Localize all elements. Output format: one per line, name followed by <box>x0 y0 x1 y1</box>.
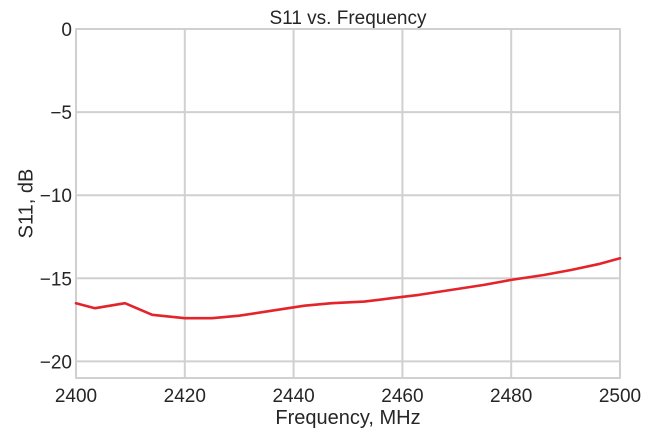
y-tick-label: −5 <box>50 103 72 124</box>
y-gridlines <box>76 28 620 363</box>
x-tick-label: 2420 <box>164 386 206 407</box>
series-layer <box>74 256 622 320</box>
y-tick-label: −10 <box>40 186 72 207</box>
y-axis-label: S11, dB <box>15 169 37 239</box>
y-tick-label: 0 <box>61 20 72 41</box>
x-tick-labels: 2400 2420 2440 2460 2480 2500 <box>55 386 641 407</box>
x-tick-label: 2480 <box>490 386 532 407</box>
series-line-s11 <box>74 256 622 320</box>
y-tick-label: −20 <box>40 352 72 373</box>
chart-title: S11 vs. Frequency <box>269 8 427 29</box>
x-axis-label: Frequency, MHz <box>275 407 420 429</box>
x-tick-label: 2500 <box>599 386 641 407</box>
plot-frame <box>75 28 621 379</box>
x-tick-label: 2400 <box>55 386 97 407</box>
x-tick-label: 2440 <box>272 386 314 407</box>
y-tick-labels: 0 −5 −10 −15 −20 <box>40 20 72 373</box>
y-tick-label: −15 <box>40 269 72 290</box>
x-gridlines <box>75 29 621 378</box>
x-tick-label: 2460 <box>381 386 423 407</box>
